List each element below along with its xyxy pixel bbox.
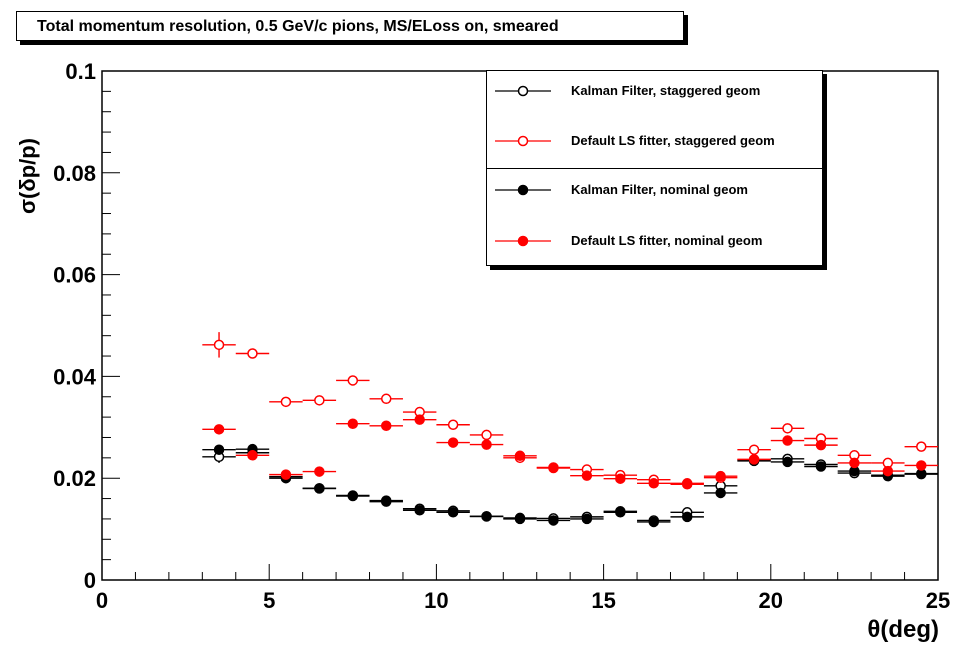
data-point — [750, 445, 759, 454]
data-point — [883, 467, 892, 476]
data-point — [582, 471, 591, 480]
series-3 — [202, 415, 938, 489]
data-point — [549, 463, 558, 472]
data-point — [449, 420, 458, 429]
data-point — [281, 470, 290, 479]
data-point — [449, 508, 458, 517]
data-point — [549, 516, 558, 525]
legend: Kalman Filter, staggered geom Default LS… — [486, 70, 823, 266]
data-point — [248, 451, 257, 460]
data-point — [348, 419, 357, 428]
data-point — [348, 492, 357, 501]
y-tick-label: 0.02 — [53, 466, 96, 491]
data-point — [783, 424, 792, 433]
data-point — [215, 340, 224, 349]
x-tick-label: 25 — [926, 588, 950, 613]
data-point — [248, 349, 257, 358]
x-tick-label: 10 — [424, 588, 448, 613]
legend-divider — [487, 168, 822, 169]
legend-entry-kalman-staggered: Kalman Filter, staggered geom — [487, 79, 822, 103]
series-layer — [202, 332, 938, 526]
data-point — [315, 484, 324, 493]
y-tick-label: 0.08 — [53, 161, 96, 186]
y-tick-label: 0 — [84, 568, 96, 593]
legend-marker-ls-staggered — [495, 129, 551, 153]
data-point — [850, 458, 859, 467]
y-tick-label: 0.1 — [65, 59, 96, 84]
legend-label-ls-nominal: Default LS fitter, nominal geom — [571, 233, 762, 248]
data-point — [649, 517, 658, 526]
data-point — [382, 394, 391, 403]
data-point — [917, 442, 926, 451]
data-point — [783, 457, 792, 466]
data-point — [683, 480, 692, 489]
data-point — [716, 472, 725, 481]
data-point — [582, 514, 591, 523]
chart-title-box: Total momentum resolution, 0.5 GeV/c pio… — [16, 11, 684, 41]
data-point — [382, 421, 391, 430]
legend-label-ls-staggered: Default LS fitter, staggered geom — [571, 133, 775, 148]
series-2 — [202, 445, 938, 527]
data-point — [683, 512, 692, 521]
y-tick-label: 0.06 — [53, 263, 96, 288]
data-point — [281, 397, 290, 406]
legend-marker-kalman-staggered — [495, 79, 551, 103]
data-point — [215, 445, 224, 454]
data-point — [482, 512, 491, 521]
data-point — [382, 497, 391, 506]
legend-marker-ls-nominal — [495, 229, 551, 253]
data-point — [750, 455, 759, 464]
legend-entry-ls-staggered: Default LS fitter, staggered geom — [487, 129, 822, 153]
data-point — [783, 436, 792, 445]
legend-label-kalman-staggered: Kalman Filter, staggered geom — [571, 83, 760, 98]
data-point — [348, 376, 357, 385]
series-0 — [202, 448, 938, 525]
y-tick-label: 0.04 — [53, 364, 97, 389]
x-tick-label: 20 — [759, 588, 783, 613]
data-point — [917, 461, 926, 470]
legend-entry-kalman-nominal: Kalman Filter, nominal geom — [487, 178, 822, 202]
x-tick-label: 15 — [591, 588, 615, 613]
x-axis-title: θ(deg) — [867, 616, 939, 644]
data-point — [816, 441, 825, 450]
data-point — [449, 438, 458, 447]
data-point — [482, 430, 491, 439]
data-point — [516, 514, 525, 523]
data-point — [415, 506, 424, 515]
data-point — [616, 474, 625, 483]
x-tick-label: 5 — [263, 588, 275, 613]
y-axis-title: σ(δp/p) — [15, 138, 41, 214]
data-point — [616, 508, 625, 517]
legend-entry-ls-nominal: Default LS fitter, nominal geom — [487, 229, 822, 253]
legend-marker-kalman-nominal — [495, 178, 551, 202]
data-point — [315, 467, 324, 476]
data-point — [415, 415, 424, 424]
chart-title: Total momentum resolution, 0.5 GeV/c pio… — [37, 18, 559, 36]
data-point — [482, 440, 491, 449]
legend-label-kalman-nominal: Kalman Filter, nominal geom — [571, 182, 748, 197]
data-point — [649, 479, 658, 488]
x-tick-label: 0 — [96, 588, 108, 613]
data-point — [516, 451, 525, 460]
y-axis-title-wrap: σ(δp/p) — [2, 96, 54, 256]
data-point — [716, 488, 725, 497]
data-point — [315, 396, 324, 405]
data-point — [816, 462, 825, 471]
data-point — [215, 425, 224, 434]
